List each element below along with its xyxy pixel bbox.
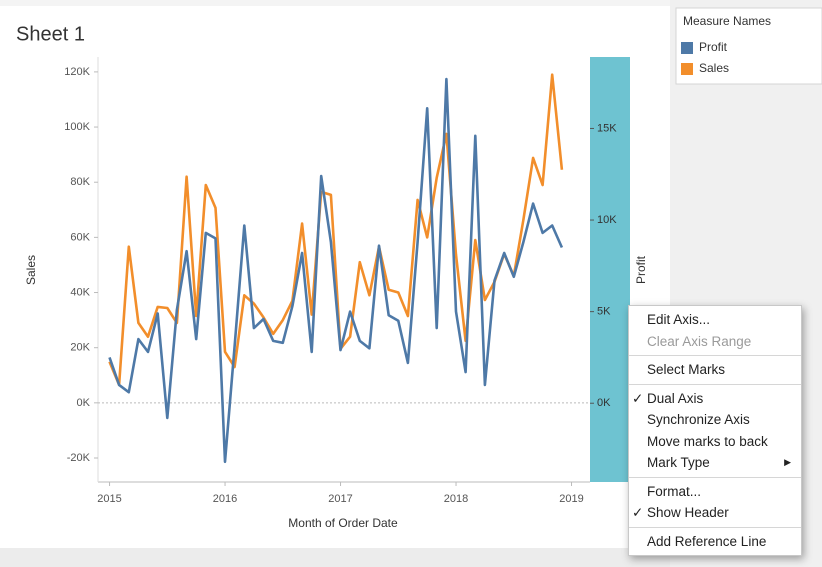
menu-item[interactable]: Add Reference Line [629, 531, 801, 553]
menu-label: Add Reference Line [647, 533, 767, 549]
y2-tick-label: 15K [597, 122, 617, 134]
legend-label: Profit [699, 40, 728, 54]
menu-item: Clear Axis Range [629, 331, 801, 353]
menu-item[interactable]: Select Marks [629, 359, 801, 381]
x-tick-label: 2018 [444, 493, 468, 505]
menu-label: Synchronize Axis [647, 412, 750, 427]
menu-label: Clear Axis Range [647, 333, 752, 349]
check-icon: ✓ [632, 390, 644, 406]
menu-item[interactable]: Format... [629, 481, 801, 503]
y2-tick-label: 0K [597, 397, 611, 409]
y2-axis-title: Profit [634, 255, 648, 284]
submenu-arrow: ▶ [784, 457, 791, 467]
y-tick-label: 0K [77, 397, 91, 409]
y-tick-label: 100K [64, 121, 90, 133]
y-tick-label: 120K [64, 66, 90, 78]
y-axis-title: Sales [24, 255, 38, 285]
y2-tick-label: 10K [597, 214, 617, 226]
status-bar [0, 548, 670, 567]
menu-item[interactable]: Edit Axis... [629, 309, 801, 331]
menu-separator [629, 355, 801, 356]
menu-label: Format... [647, 483, 702, 499]
y-tick-label: -20K [67, 452, 91, 464]
x-tick-label: 2015 [97, 493, 121, 505]
menu-label: Move marks to back [647, 433, 768, 449]
legend-swatch [681, 42, 693, 54]
menu-item[interactable]: ✓ Dual Axis [629, 388, 801, 410]
x-tick-label: 2017 [328, 493, 352, 505]
y-tick-label: 80K [70, 176, 90, 188]
menu-separator [629, 476, 801, 478]
x-tick-label: 2016 [213, 493, 237, 505]
series-line [108, 77, 564, 464]
menu-item[interactable]: Synchronize Axis [629, 409, 801, 431]
check-icon: ✓ [632, 505, 644, 520]
menu-separator [629, 383, 801, 385]
menu-label: Select Marks [647, 362, 726, 377]
y-tick-label: 40K [70, 286, 90, 298]
y-tick-label: 60K [70, 231, 90, 243]
legend-title: Measure Names [683, 14, 771, 28]
x-axis-title: Month of Order Date [288, 516, 398, 530]
menu-item[interactable]: Move marks to back [629, 431, 801, 453]
menu-label: Dual Axis [647, 390, 704, 406]
selected-axis-band[interactable] [590, 57, 630, 482]
y2-tick-label: 5K [597, 306, 611, 318]
legend-label: Sales [699, 61, 729, 75]
context-menu: Edit Axis... Clear Axis Range Select Marks… [628, 305, 802, 556]
legend-card [675, 7, 822, 85]
legend-swatch [681, 63, 693, 75]
menu-label: Edit Axis... [647, 312, 711, 327]
menu-item[interactable]: Mark Type ▶ [629, 452, 801, 474]
menu-item[interactable]: ✓ Show Header [629, 502, 801, 524]
menu-separator [629, 526, 801, 528]
y-tick-label: 20K [70, 342, 90, 354]
x-tick-label: 2019 [559, 493, 583, 505]
menu-label: Mark Type [647, 455, 710, 470]
series-line [108, 73, 564, 387]
top-strip [0, 0, 670, 6]
sheet-title: Sheet 1 [16, 23, 85, 45]
menu-label: Show Header [647, 505, 729, 520]
